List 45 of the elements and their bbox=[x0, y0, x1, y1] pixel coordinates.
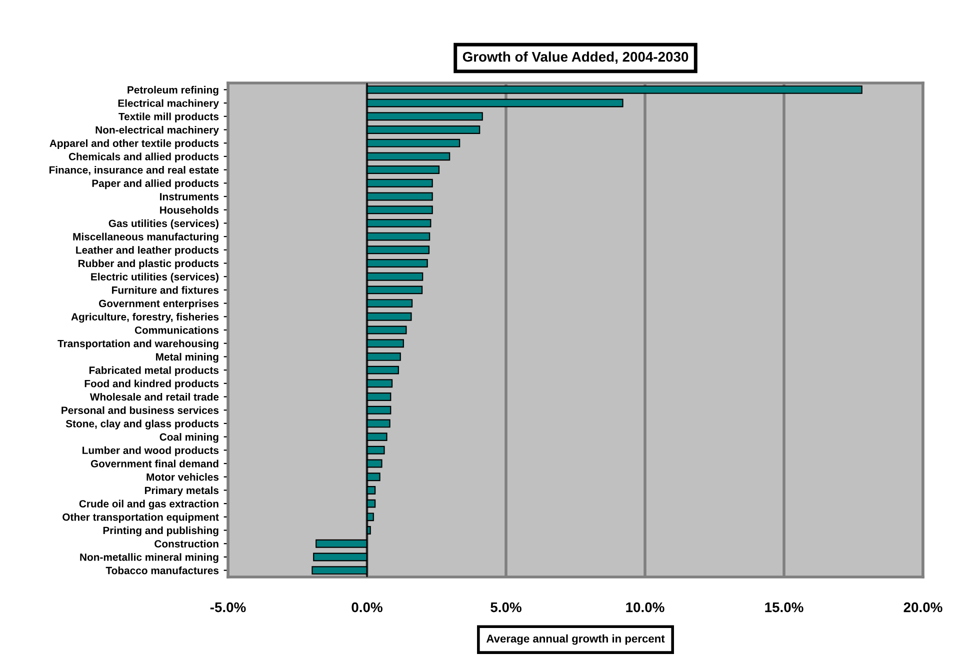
y-tick-label: Electric utilities (services) bbox=[91, 272, 218, 283]
y-tick-label: Other transportation equipment bbox=[62, 513, 219, 523]
y-tick-label: Petroleum refining bbox=[128, 86, 218, 96]
y-tick-label: Furniture and fixtures bbox=[112, 286, 219, 294]
y-tick-label: Fabricated metal products bbox=[89, 366, 219, 376]
y-tick-label: Government enterprises bbox=[98, 300, 219, 310]
y-tick-label: Primary metals bbox=[144, 486, 219, 496]
y-tick-label: Crude oil and gas extraction bbox=[79, 500, 218, 510]
x-tick-label: 15.0% bbox=[765, 602, 804, 612]
x-tick-label: 0.0% bbox=[352, 602, 382, 612]
y-tick-label: Instruments bbox=[160, 193, 219, 200]
y-tick-label: Metal mining bbox=[156, 352, 218, 363]
y-tick-label: Tobacco manufactures bbox=[106, 566, 219, 574]
y-tick-label: Motor vehicles bbox=[146, 473, 219, 481]
x-tick-label: 5.0% bbox=[490, 602, 522, 612]
x-tick-label: 10.0% bbox=[626, 602, 664, 612]
y-tick-label: Non-electrical machinery bbox=[96, 126, 219, 136]
y-tick-label: Wholesale and retail trade bbox=[90, 392, 219, 401]
x-tick-label: 20.0% bbox=[904, 602, 942, 612]
y-tick-label: Apparel and other textile products bbox=[50, 139, 219, 150]
y-tick-label: Printing and publishing bbox=[103, 526, 218, 536]
y-tick-label: Households bbox=[160, 206, 219, 214]
y-tick-label: Government final demand bbox=[90, 460, 218, 468]
y-tick-label: Construction bbox=[154, 540, 218, 548]
y-tick-label: Leather and leather products bbox=[76, 246, 219, 256]
y-tick-label: Rubber and plastic products bbox=[78, 259, 219, 270]
y-tick-label: Gas utilities (services) bbox=[108, 219, 218, 230]
y-tick-label: Finance, insurance and real estate bbox=[49, 166, 219, 176]
x-tick-label: -5.0% bbox=[210, 602, 246, 612]
y-tick-label: Chemicals and allied products bbox=[68, 152, 219, 162]
x-axis-title: Average annual growth in percent bbox=[486, 634, 665, 645]
y-tick-label: Miscellaneous manufacturing bbox=[73, 232, 218, 243]
y-tick-label: Food and kindred products bbox=[84, 380, 219, 390]
y-tick-label: Transportation and warehousing bbox=[58, 340, 218, 350]
chart-title: Growth of Value Added, 2004-2030 bbox=[462, 52, 688, 64]
y-tick-label: Agriculture, forestry, fisheries bbox=[71, 312, 219, 323]
y-tick-label: Lumber and wood products bbox=[82, 446, 219, 456]
y-tick-label: Textile mill products bbox=[118, 112, 219, 122]
y-tick-label: Communications bbox=[134, 326, 219, 334]
y-tick-label: Stone, clay and glass products bbox=[66, 420, 219, 430]
y-tick-label: Paper and allied products bbox=[92, 179, 219, 190]
y-tick-label: Personal and business services bbox=[62, 406, 219, 414]
y-tick-label: Coal mining bbox=[160, 433, 218, 443]
y-tick-label: Electrical machinery bbox=[118, 99, 219, 109]
y-tick-label: Non-metallic mineral mining bbox=[80, 553, 218, 563]
